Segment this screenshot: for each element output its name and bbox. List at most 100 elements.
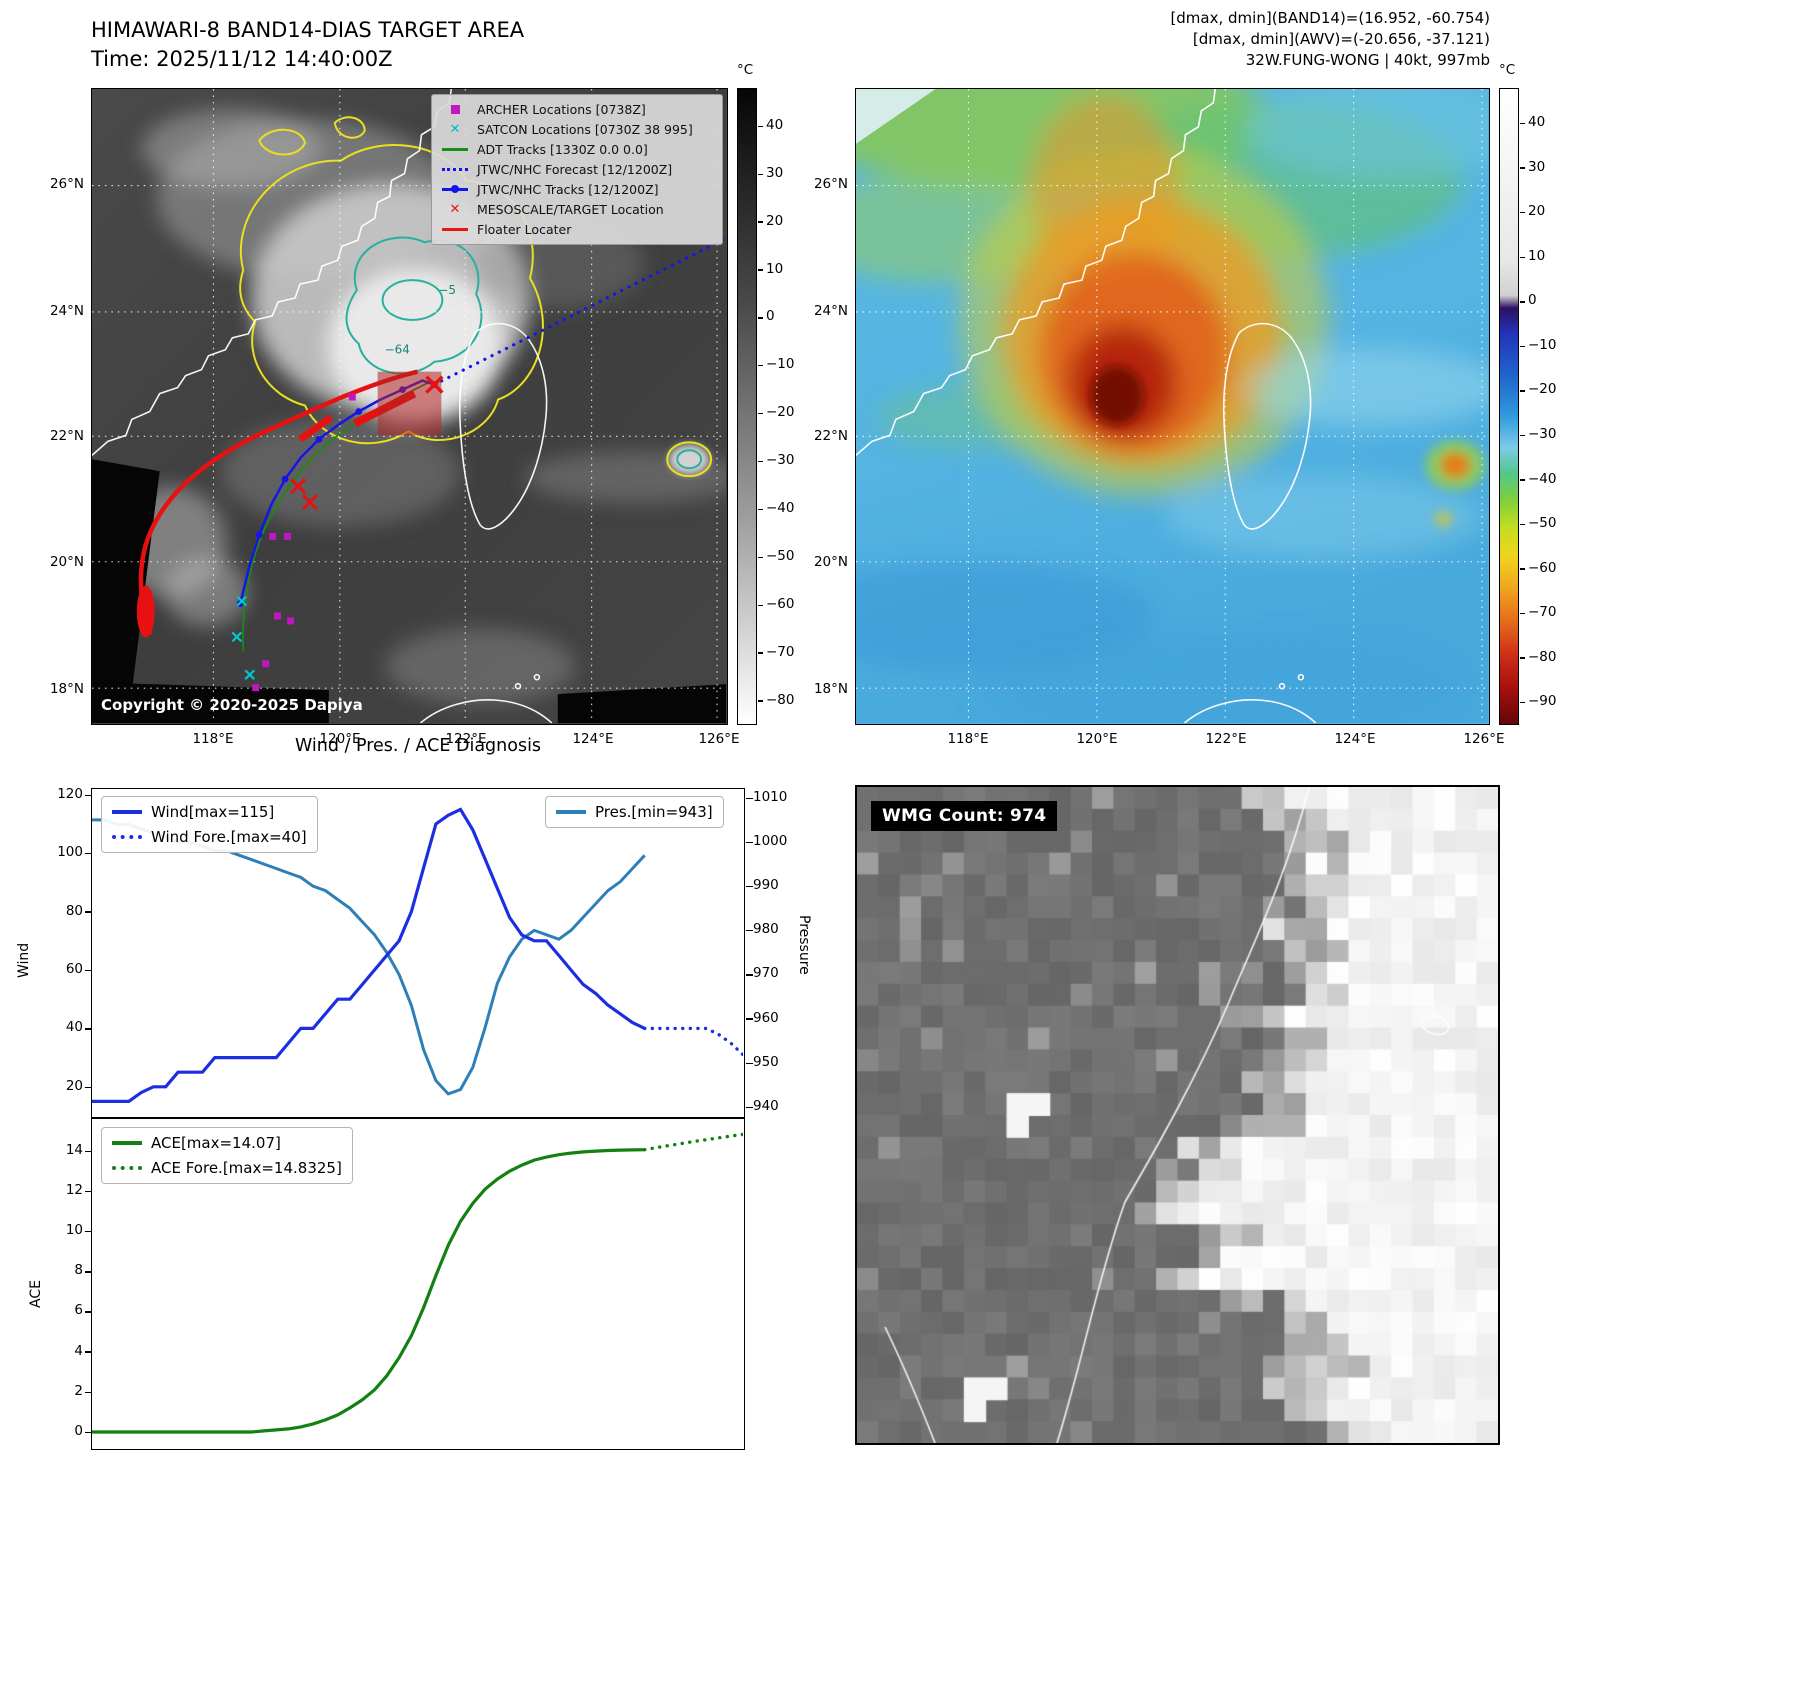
axis-tick-mark — [84, 1391, 92, 1393]
axis-tick-label: 6 — [74, 1302, 83, 1319]
lat-tick-label: 24°N — [49, 302, 84, 319]
colorbar-tick-label: −60 — [766, 595, 795, 612]
colorbar-tick-mark — [758, 221, 763, 223]
axis-tick-label: 40 — [65, 1019, 83, 1036]
lat-tick-label: 24°N — [813, 302, 848, 319]
lat-tick-label: 18°N — [49, 680, 84, 697]
chart-legend-label: Wind Fore.[max=40] — [151, 828, 307, 846]
awv-colorbar-unit: °C — [1499, 62, 1516, 78]
map-legend: ARCHER Locations [0738Z] ✕ SATCON Location… — [431, 94, 723, 245]
legend-item: JTWC/NHC Forecast [12/1200Z] — [440, 161, 714, 178]
axis-tick-label: 1010 — [753, 788, 788, 805]
axis-tick-mark — [84, 1271, 92, 1273]
lon-tick-label: 124°E — [1334, 731, 1376, 747]
band14-colorbar-unit: °C — [737, 62, 754, 78]
axis-tick-mark — [746, 885, 753, 888]
colorbar-tick-mark — [1520, 122, 1525, 125]
chart-series-line — [643, 1026, 744, 1057]
legend-label: JTWC/NHC Forecast [12/1200Z] — [477, 162, 673, 177]
floater-track — [138, 369, 419, 636]
axis-tick-mark — [84, 1150, 92, 1153]
dotted-swatch — [442, 168, 468, 171]
square-swatch — [450, 105, 460, 114]
line-dot-swatch — [442, 185, 468, 194]
legend-item: JTWC/NHC Tracks [12/1200Z] — [440, 181, 714, 198]
colorbar-tick-label: −50 — [1528, 515, 1557, 532]
lon-tick-label: 126°E — [698, 731, 740, 747]
legend-label: JTWC/NHC Tracks [12/1200Z] — [477, 182, 659, 197]
colorbar-tick-mark — [758, 125, 763, 127]
ir-contour-yellow — [239, 116, 713, 478]
axis-tick-label: 14 — [65, 1141, 83, 1158]
colorbar-tick-label: −70 — [1528, 604, 1557, 621]
axis-tick-mark — [84, 794, 92, 796]
axis-tick-label: 940 — [753, 1098, 779, 1115]
wmg-map-panel: WMG Count: 974 — [855, 785, 1500, 1445]
chart-legend-item: ACE[max=14.07] — [112, 1134, 342, 1152]
axis-tick-mark — [84, 1311, 92, 1313]
lon-tick-label: 118°E — [947, 731, 989, 747]
awv-colorbar-gradient — [1499, 88, 1519, 725]
colorbar-tick-mark — [758, 700, 763, 702]
colorbar-tick-label: −70 — [766, 643, 795, 660]
axis-tick-label: 990 — [753, 877, 779, 894]
scan-edge-black — [92, 682, 329, 723]
colorbar-tick-label: 40 — [766, 116, 784, 133]
lat-tick-label: 26°N — [49, 175, 84, 192]
colorbar-tick-mark — [758, 556, 763, 559]
axis-tick-label: 10 — [65, 1222, 83, 1239]
colorbar-tick-mark — [1520, 702, 1525, 704]
colorbar-tick-mark — [1520, 345, 1525, 348]
legend-label: MESOSCALE/TARGET Location — [477, 202, 664, 217]
axis-tick-mark — [84, 969, 92, 972]
legend-marker-line — [440, 148, 470, 151]
small-cloud — [669, 444, 710, 475]
colorbar-tick-label: 30 — [766, 164, 784, 181]
colorbar-tick-mark — [758, 173, 763, 175]
axis-tick-mark — [84, 1028, 92, 1030]
axis-tick-mark — [84, 911, 92, 913]
axis-tick-label: 4 — [74, 1342, 83, 1359]
colorbar-tick-label: −20 — [766, 404, 795, 421]
colorbar-tick-label: −10 — [766, 356, 795, 373]
colorbar-tick-label: 20 — [1528, 203, 1546, 220]
colorbar-tick-label: 30 — [1528, 158, 1546, 175]
line-swatch — [442, 148, 468, 151]
chart-legend-sample — [112, 1166, 142, 1170]
colorbar-tick-label: −30 — [1528, 425, 1557, 442]
chart-legend: Wind[max=115] Wind Fore.[max=40] — [101, 796, 318, 853]
colorbar-tick-label: 10 — [766, 260, 784, 277]
colorbar-tick-mark — [1520, 434, 1525, 437]
chart-legend-item: Pres.[min=943] — [556, 803, 713, 821]
colorbar-tick-label: −80 — [766, 691, 795, 708]
lon-tick-label: 118°E — [192, 731, 234, 747]
ir-contour-teal — [345, 236, 703, 470]
axis-tick-mark — [84, 852, 92, 855]
axis-tick-label: 0 — [74, 1422, 83, 1439]
axis-tick-mark — [746, 797, 753, 799]
title-block: HIMAWARI-8 BAND14-DIAS TARGET AREA Time:… — [91, 16, 524, 74]
axis-tick-mark — [746, 974, 753, 976]
chart-legend-sample — [556, 810, 586, 814]
legend-label: SATCON Locations [0730Z 38 995] — [477, 122, 693, 137]
colorbar-tick-label: −60 — [1528, 559, 1557, 576]
chart-legend-sample — [112, 810, 142, 814]
lat-tick-label: 18°N — [813, 680, 848, 697]
awv-map-panel — [855, 88, 1490, 725]
archer-squares — [252, 393, 356, 692]
colorbar-tick-mark — [758, 652, 763, 654]
chart-legend-sample — [112, 835, 142, 839]
band14-time: Time: 2025/11/12 14:40:00Z — [91, 47, 393, 71]
dmax-dmin-awv: [dmax, dmin](AWV)=(-20.656, -37.121) — [1192, 30, 1490, 48]
colorbar-tick-mark — [758, 604, 763, 606]
colorbar-tick-mark — [758, 460, 763, 463]
chart-series-line — [643, 1132, 744, 1152]
colorbar-tick-label: −40 — [766, 499, 795, 516]
legend-marker-dotted — [440, 168, 470, 171]
axis-tick-mark — [746, 1062, 753, 1065]
awv-color-field — [856, 89, 1488, 723]
lat-tick-label: 22°N — [49, 427, 84, 444]
legend-marker-square — [440, 105, 470, 114]
colorbar-tick-mark — [1520, 390, 1525, 392]
lon-tick-label: 122°E — [445, 731, 487, 747]
